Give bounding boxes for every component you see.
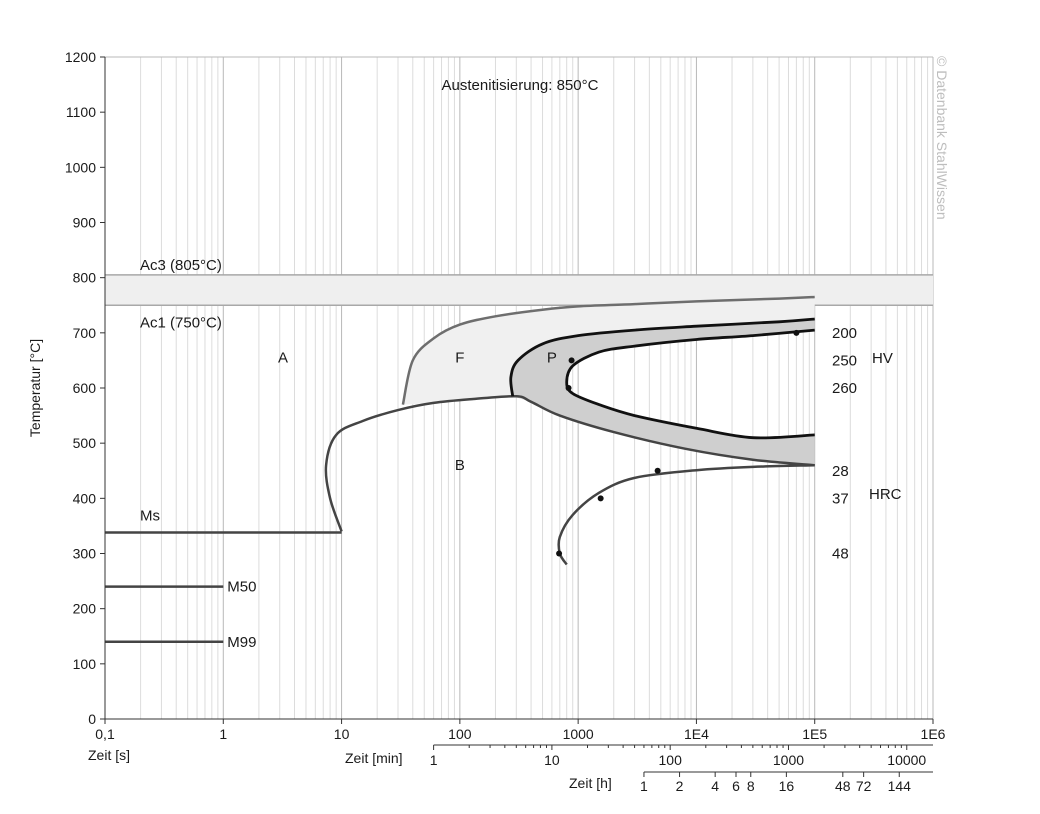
y-tick-label: 700 bbox=[73, 325, 97, 341]
hrc-unit-label: HRC bbox=[869, 486, 902, 503]
x-tick-label-seconds: 0,1 bbox=[95, 726, 115, 742]
phase-label-a: A bbox=[278, 350, 288, 367]
hardness-marker bbox=[565, 385, 572, 391]
x-tick-label-hours: 8 bbox=[747, 778, 755, 794]
x-tick-label-minutes: 100 bbox=[659, 752, 683, 768]
x-tick-label-hours: 144 bbox=[888, 778, 912, 794]
y-tick-label: 300 bbox=[73, 546, 97, 562]
y-tick-label: 1100 bbox=[66, 104, 96, 120]
y-tick-label: 0 bbox=[88, 711, 96, 727]
y-tick-label: 1200 bbox=[65, 49, 96, 65]
pearlite-start-curve bbox=[509, 317, 815, 397]
phase-label-b: B bbox=[455, 457, 465, 474]
pearlite-end-curve bbox=[565, 328, 815, 440]
hardness-marker bbox=[597, 495, 604, 502]
ferrite-start-curve bbox=[401, 295, 815, 405]
x-axis-label-hours: Zeit [h] bbox=[569, 775, 612, 791]
ac1-label: Ac1 (750°C) bbox=[140, 314, 222, 331]
y-tick-label: 400 bbox=[73, 490, 97, 506]
hrc-value: 37 bbox=[832, 490, 849, 507]
y-tick-label: 600 bbox=[73, 380, 97, 396]
x-tick-label-seconds: 1E5 bbox=[802, 726, 827, 742]
x-tick-label-hours: 16 bbox=[779, 778, 795, 794]
hv-unit-label: HV bbox=[872, 350, 893, 367]
x-tick-label-minutes: 1000 bbox=[773, 752, 804, 768]
hardness-marker bbox=[654, 467, 661, 474]
watermark: © Datenbank StahlWissen bbox=[934, 56, 950, 220]
x-tick-label-seconds: 1E4 bbox=[684, 726, 709, 742]
x-tick-label-seconds: 10 bbox=[334, 726, 350, 742]
hardness-marker bbox=[568, 357, 575, 364]
phase-label-p: P bbox=[547, 350, 557, 367]
hv-value: 260 bbox=[832, 380, 857, 397]
hrc-value: 48 bbox=[832, 546, 849, 563]
ferrite-region-fill bbox=[402, 297, 815, 405]
y-axis-label: Temperatur [°C] bbox=[27, 339, 43, 437]
x-tick-label-hours: 6 bbox=[732, 778, 740, 794]
bainite-end-curve bbox=[557, 463, 815, 566]
y-tick-label: 200 bbox=[73, 601, 97, 617]
x-tick-label-hours: 4 bbox=[711, 778, 719, 794]
x-tick-label-seconds: 1E6 bbox=[921, 726, 946, 742]
m99-label: M99 bbox=[227, 634, 256, 651]
x-tick-label-seconds: 1000 bbox=[563, 726, 594, 742]
hrc-value: 28 bbox=[832, 463, 849, 480]
y-tick-label: 1000 bbox=[65, 159, 96, 175]
x-tick-label-minutes: 10 bbox=[544, 752, 560, 768]
hv-value: 250 bbox=[832, 352, 857, 369]
x-axis-label-seconds: Zeit [s] bbox=[88, 747, 130, 763]
hardness-marker bbox=[556, 550, 563, 557]
ms-label: Ms bbox=[140, 508, 160, 525]
y-tick-label: 500 bbox=[73, 435, 97, 451]
y-tick-label: 900 bbox=[73, 215, 97, 231]
x-tick-label-seconds: 100 bbox=[448, 726, 472, 742]
chart-title: Austenitisierung: 850°C bbox=[442, 77, 599, 94]
y-tick-label: 800 bbox=[73, 270, 97, 286]
x-tick-label-hours: 2 bbox=[676, 778, 684, 794]
x-tick-label-hours: 1 bbox=[640, 778, 648, 794]
y-tick-label: 100 bbox=[73, 656, 97, 672]
m50-label: M50 bbox=[227, 579, 256, 596]
hv-value: 200 bbox=[832, 325, 857, 342]
x-tick-label-seconds: 1 bbox=[219, 726, 227, 742]
x-tick-label-minutes: 1 bbox=[430, 752, 438, 768]
x-tick-label-minutes: 10000 bbox=[887, 752, 926, 768]
x-axis-label-minutes: Zeit [min] bbox=[345, 750, 403, 766]
grid bbox=[105, 56, 934, 719]
hardness-marker bbox=[793, 329, 800, 336]
x-tick-label-hours: 72 bbox=[856, 778, 872, 794]
x-tick-label-hours: 48 bbox=[835, 778, 851, 794]
bainite-start-curve bbox=[324, 394, 815, 532]
ac3-label: Ac3 (805°C) bbox=[140, 257, 222, 274]
phase-label-f: F bbox=[455, 350, 464, 367]
